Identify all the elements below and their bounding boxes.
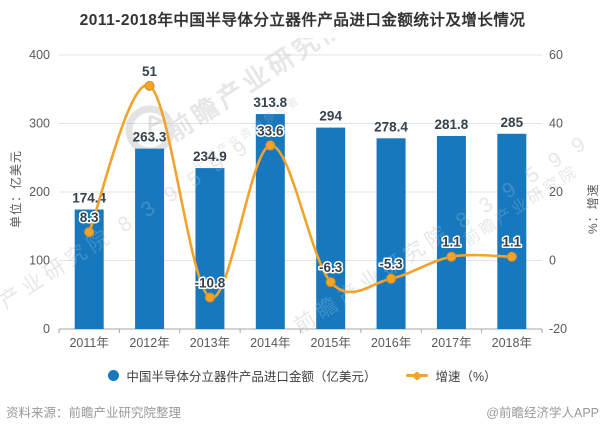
bar-2018年[interactable] [497,133,527,329]
growth-value-label: 1.1 [502,235,521,250]
left-axis-title: 单位：亿美元 [9,149,23,228]
legend: 中国半导体分立器件产品进口金额（亿美元） 增速（%） [0,366,605,385]
bar-2017年[interactable] [436,135,466,329]
x-axis-category-label[interactable]: 2016年 [371,336,411,350]
left-axis-tick-label: 0 [43,322,50,336]
bar-value-label: 313.8 [253,95,287,110]
bar-value-label: 234.9 [193,149,227,164]
bar-value-label: 285 [501,115,524,130]
data-source-text: 资料来源：前瞻产业研究院整理 [6,406,182,420]
footer: 资料来源：前瞻产业研究院整理 @前瞻经济学人APP [6,402,599,421]
right-axis-tick-label: 0 [549,254,556,268]
chart-title: 2011-2018年中国半导体分立器件产品进口金额统计及增长情况 [79,12,526,29]
left-axis-tick-label: 300 [29,117,50,131]
growth-value-label: 51 [142,64,158,79]
x-axis-category-label[interactable]: 2018年 [492,336,532,350]
bar-2012年[interactable] [135,148,165,329]
growth-value-label: 8.3 [80,210,99,225]
left-axis-tick-label: 100 [29,254,50,268]
growth-value-label: 1.1 [442,235,461,250]
watermark-dot [260,66,264,70]
growth-marker-2015年[interactable] [325,277,336,288]
x-axis-category-label[interactable]: 2011年 [69,336,108,350]
growth-value-label: -6.3 [319,260,343,275]
bar-value-label: 278.4 [374,119,408,134]
right-axis-tick-label: 40 [549,117,563,131]
x-axis-category-label[interactable]: 2013年 [190,336,230,350]
right-axis-tick-label: 20 [549,185,563,199]
bar-value-label: 281.8 [435,117,469,132]
line-series-icon [406,374,429,377]
bar-series-icon [108,370,120,381]
x-axis-category-label[interactable]: 2017年 [431,336,471,350]
right-axis-title: %：增速 [586,183,600,234]
watermark-flag-icon [148,114,166,140]
left-axis-tick-label: 200 [29,185,50,199]
bar-value-label: 294 [319,109,342,124]
legend-item-growth[interactable]: 增速（%） [406,366,497,385]
growth-marker-2013年[interactable] [204,292,215,303]
growth-value-label: -5.3 [379,257,403,272]
x-axis-category-label[interactable]: 2012年 [129,336,169,350]
x-axis-category-label[interactable]: 2014年 [250,336,290,350]
watermark-dot [270,61,274,65]
right-axis-tick-label: 60 [549,48,563,62]
bar-2015年[interactable] [316,127,346,329]
legend-label-growth: 增速（%） [435,370,497,384]
growth-marker-2017年[interactable] [446,251,457,262]
growth-value-label: -10.8 [195,275,226,290]
bar-2016年[interactable] [376,138,406,329]
growth-marker-2018年[interactable] [506,251,517,262]
x-axis-category-label[interactable]: 2015年 [311,336,351,350]
growth-marker-2016年[interactable] [386,273,397,284]
growth-marker-2011年[interactable] [84,227,95,238]
watermark-dot [280,57,284,61]
app-credit-text: @前瞻经济学人APP [486,406,599,420]
growth-value-label: 33.6 [257,123,284,138]
bar-value-label: 263.3 [133,130,167,145]
bar-2013年[interactable] [195,168,225,329]
left-axis-tick-label: 400 [29,48,50,62]
legend-label-import-amount: 中国半导体分立器件产品进口金额（亿美元） [126,370,377,384]
right-axis-tick-label: -20 [549,322,567,336]
growth-marker-2014年[interactable] [265,140,276,151]
growth-marker-2012年[interactable] [144,80,155,91]
legend-item-import-amount[interactable]: 中国半导体分立器件产品进口金额（亿美元） [108,366,376,385]
